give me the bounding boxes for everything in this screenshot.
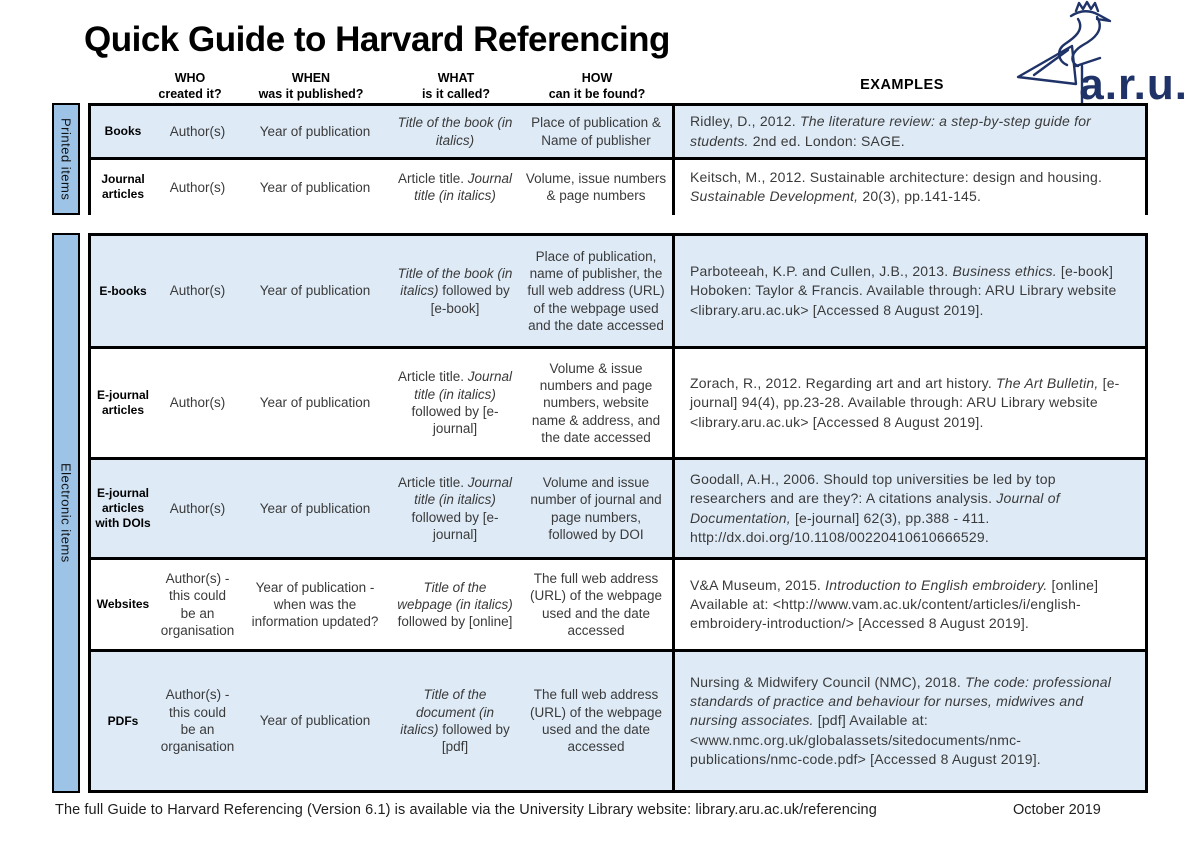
when-cell: Year of publication (259, 395, 371, 411)
aru-heron-crown-logo (1016, 0, 1112, 110)
section-label: Printed items (58, 117, 74, 201)
column-header-who: WHO created it? (158, 71, 222, 102)
source-type-label: E-journal articles (96, 388, 149, 417)
when-cell: Year of publication (259, 500, 371, 516)
source-type-label: PDFs (107, 713, 139, 728)
table-row: E-journal articles Author(s) Year of publi… (91, 346, 1145, 457)
source-type-label: Journal articles (101, 172, 145, 202)
electronic-items-section: Electronic items E-books Author(s) Year of… (52, 233, 1148, 793)
table-row: Books Author(s) Year of publication Title o… (91, 106, 1145, 157)
example-cell: Goodall, A.H., 2006. Should top universi… (672, 460, 1145, 557)
example-cell: V&A Museum, 2015. Introduction to Englis… (672, 560, 1145, 649)
how-cell: The full web address (URL) of the webpag… (529, 687, 663, 755)
example-cell: Keitsch, M., 2012. Sustainable architect… (672, 160, 1145, 215)
how-cell: Place of publication, name of publisher,… (527, 248, 665, 333)
what-cell: Article title. Journal title (in italics… (397, 369, 513, 437)
when-cell: Year of publication (259, 123, 371, 139)
table-row: PDFs Author(s) - this could be an organis… (91, 649, 1145, 790)
table-row: Journal articles Author(s) Year of publica… (91, 157, 1145, 215)
printed-items-table: Books Author(s) Year of publication Title o… (88, 103, 1148, 215)
when-cell: Year of publication (259, 713, 371, 729)
footer-date: October 2019 (1013, 802, 1101, 818)
who-cell: Author(s) - this could be an organisatio… (160, 687, 235, 755)
table-row: Websites Author(s) - this could be an org… (91, 557, 1145, 649)
what-cell: Title of the webpage (in italics) follow… (397, 579, 513, 630)
when-cell: Year of publication (259, 179, 371, 195)
how-cell: Volume & issue numbers and page numbers,… (531, 360, 661, 445)
who-cell: Author(s) (169, 283, 226, 299)
aru-logo: a.r.u. (1008, 0, 1190, 110)
footer-note: The full Guide to Harvard Referencing (V… (55, 802, 877, 818)
example-cell: Ridley, D., 2012. The literature review:… (672, 106, 1145, 157)
printed-items-section: Printed items Books Author(s) Year of publ… (52, 103, 1148, 215)
page-title: Quick Guide to Harvard Referencing (84, 20, 670, 59)
when-cell: Year of publication (259, 283, 371, 299)
example-cell: Nursing & Midwifery Council (NMC), 2018.… (672, 652, 1145, 790)
column-header-what: WHAT is it called? (421, 71, 491, 102)
how-cell: The full web address (URL) of the webpag… (529, 570, 663, 638)
source-type-label: E-journal articles with DOIs (95, 486, 151, 530)
what-cell: Article title. Journal title (in italics… (397, 474, 513, 542)
aru-brand-text: a.r.u. (1079, 60, 1188, 109)
column-header-how: HOW can it be found? (548, 71, 646, 102)
table-row: E-journal articles with DOIs Author(s) Yea… (91, 457, 1145, 557)
what-cell: Title of the book (in italics) (397, 115, 513, 148)
when-cell: Year of publication - when was the infor… (251, 579, 379, 630)
electronic-items-sidebar: Electronic items (52, 233, 80, 793)
example-cell: Zorach, R., 2012. Regarding art and art … (672, 349, 1145, 457)
column-header-when: WHEN was it published? (258, 71, 364, 102)
how-cell: Place of publication & Name of publisher (531, 115, 661, 148)
how-cell: Volume and issue number of journal and p… (530, 474, 662, 542)
what-cell: Title of the document (in italics) follo… (400, 687, 510, 755)
who-cell: Author(s) (169, 500, 226, 516)
who-cell: Author(s) (169, 123, 226, 139)
source-type-label: Books (104, 124, 142, 138)
column-header-examples: EXAMPLES (860, 77, 944, 93)
who-cell: Author(s) (169, 179, 226, 195)
source-type-label: Websites (96, 597, 150, 611)
table-row: E-books Author(s) Year of publication Title… (91, 236, 1145, 346)
what-cell: Title of the book (in italics) followed … (397, 266, 513, 316)
section-label: Electronic items (58, 463, 74, 563)
source-type-label: E-books (99, 283, 147, 298)
what-cell: Article title. Journal title (in italics… (397, 171, 513, 204)
example-cell: Parboteeah, K.P. and Cullen, J.B., 2013.… (672, 236, 1145, 346)
who-cell: Author(s) - this could be an organisatio… (160, 570, 235, 638)
how-cell: Volume, issue numbers & page numbers (525, 171, 667, 204)
printed-items-sidebar: Printed items (52, 103, 80, 215)
who-cell: Author(s) (169, 395, 226, 411)
electronic-items-table: E-books Author(s) Year of publication Title… (88, 233, 1148, 793)
